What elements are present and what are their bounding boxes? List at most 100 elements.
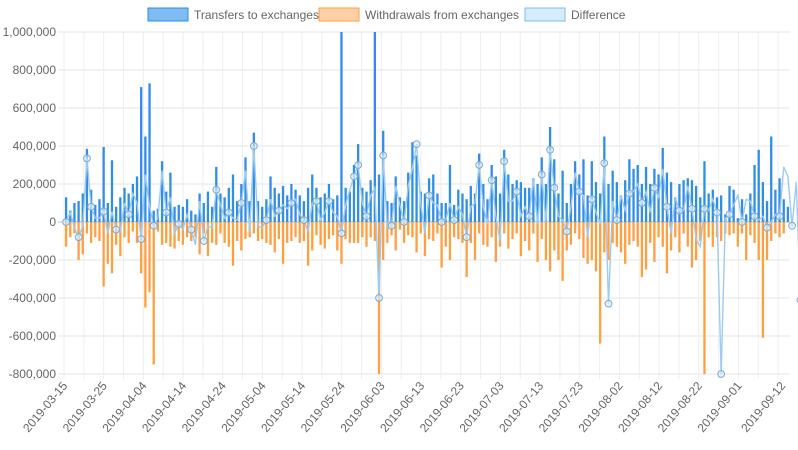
bar-transfers[interactable] [465,199,468,222]
bar-withdrawals[interactable] [440,222,443,268]
bar-withdrawals[interactable] [515,222,518,234]
difference-point[interactable] [62,218,70,226]
bar-transfers[interactable] [336,195,339,222]
bar-transfers[interactable] [102,146,105,222]
bar-transfers[interactable] [561,170,564,222]
bar-transfers[interactable] [544,184,548,222]
bar-transfers[interactable] [210,206,214,222]
difference-point[interactable] [337,229,346,238]
difference-point[interactable] [124,210,133,219]
difference-point[interactable] [688,204,696,213]
bar-transfers[interactable] [536,184,539,222]
bar-withdrawals[interactable] [277,222,281,240]
bar-withdrawals[interactable] [148,222,151,293]
bar-withdrawals[interactable] [749,222,752,236]
bar-transfers[interactable] [181,206,185,222]
bar-transfers[interactable] [110,160,114,222]
bar-withdrawals[interactable] [678,222,681,253]
difference-point[interactable] [325,197,333,206]
bar-transfers[interactable] [490,165,493,222]
bar-withdrawals[interactable] [240,222,243,251]
bar-withdrawals[interactable] [578,222,581,240]
bar-withdrawals[interactable] [736,222,739,247]
bar-transfers[interactable] [661,147,664,222]
bar-withdrawals[interactable] [152,222,155,365]
difference-point[interactable] [162,208,171,217]
bar-withdrawals[interactable] [582,222,585,259]
bar-transfers[interactable] [765,201,769,222]
bar-withdrawals[interactable] [461,222,464,243]
bar-transfers[interactable] [540,157,543,222]
bar-transfers[interactable] [265,199,268,222]
bar-withdrawals[interactable] [482,222,485,245]
bar-transfers[interactable] [206,191,210,222]
bar-withdrawals[interactable] [177,222,180,241]
bar-withdrawals[interactable] [548,222,552,272]
bar-transfers[interactable] [190,210,193,222]
difference-point[interactable] [738,218,746,226]
bar-transfers[interactable] [373,32,376,222]
difference-point[interactable] [604,299,613,308]
bar-withdrawals[interactable] [231,222,235,266]
bar-withdrawals[interactable] [669,222,673,251]
bar-withdrawals[interactable] [85,222,89,234]
bar-withdrawals[interactable] [694,222,698,260]
bar-withdrawals[interactable] [185,222,189,238]
bar-transfers[interactable] [236,201,239,222]
bar-transfers[interactable] [69,210,72,222]
bar-withdrawals[interactable] [523,222,527,241]
difference-point[interactable] [74,233,83,242]
bar-withdrawals[interactable] [473,222,477,260]
bar-transfers[interactable] [302,201,306,222]
bar-transfers[interactable] [244,157,247,222]
difference-point[interactable] [174,220,183,228]
bar-transfers[interactable] [707,193,710,223]
bar-withdrawals[interactable] [269,222,272,245]
bar-withdrawals[interactable] [131,222,134,232]
difference-point[interactable] [187,225,196,234]
bar-transfers[interactable] [503,149,506,222]
bar-withdrawals[interactable] [298,222,301,243]
difference-point[interactable] [149,221,158,230]
bar-transfers[interactable] [720,195,723,222]
bar-transfers[interactable] [202,203,205,222]
bar-withdrawals[interactable] [106,222,109,264]
bar-withdrawals[interactable] [611,222,614,243]
bar-withdrawals[interactable] [448,222,452,260]
bar-transfers[interactable] [548,127,552,222]
difference-point[interactable] [237,199,246,207]
difference-point[interactable] [224,208,233,217]
bar-transfers[interactable] [306,187,310,222]
difference-point[interactable] [362,212,371,221]
bar-withdrawals[interactable] [244,222,247,240]
difference-point[interactable] [487,176,496,185]
bar-withdrawals[interactable] [478,222,481,234]
bar-withdrawals[interactable] [644,222,648,270]
difference-point[interactable] [274,206,283,215]
bar-withdrawals[interactable] [753,222,756,243]
bar-withdrawals[interactable] [465,222,468,278]
difference-point[interactable] [562,227,571,236]
bar-transfers[interactable] [694,185,698,222]
bar-transfers[interactable] [498,193,502,223]
bar-transfers[interactable] [319,197,322,222]
bar-transfers[interactable] [135,176,139,222]
bar-withdrawals[interactable] [690,222,694,268]
bar-withdrawals[interactable] [290,222,293,241]
legend-swatch[interactable] [318,7,360,22]
difference-point[interactable] [575,187,584,196]
bar-withdrawals[interactable] [557,222,560,260]
bar-transfers[interactable] [515,180,518,222]
bar-transfers[interactable] [607,184,610,222]
bar-withdrawals[interactable] [503,222,506,234]
bar-withdrawals[interactable] [415,222,418,253]
bar-withdrawals[interactable] [373,222,376,241]
difference-point[interactable] [387,221,396,230]
bar-withdrawals[interactable] [423,222,427,257]
difference-point[interactable] [625,189,634,198]
difference-point[interactable] [600,159,609,168]
bar-withdrawals[interactable] [173,222,176,249]
difference-point[interactable] [312,197,321,206]
difference-point[interactable] [587,195,596,204]
bar-transfers[interactable] [674,197,677,222]
